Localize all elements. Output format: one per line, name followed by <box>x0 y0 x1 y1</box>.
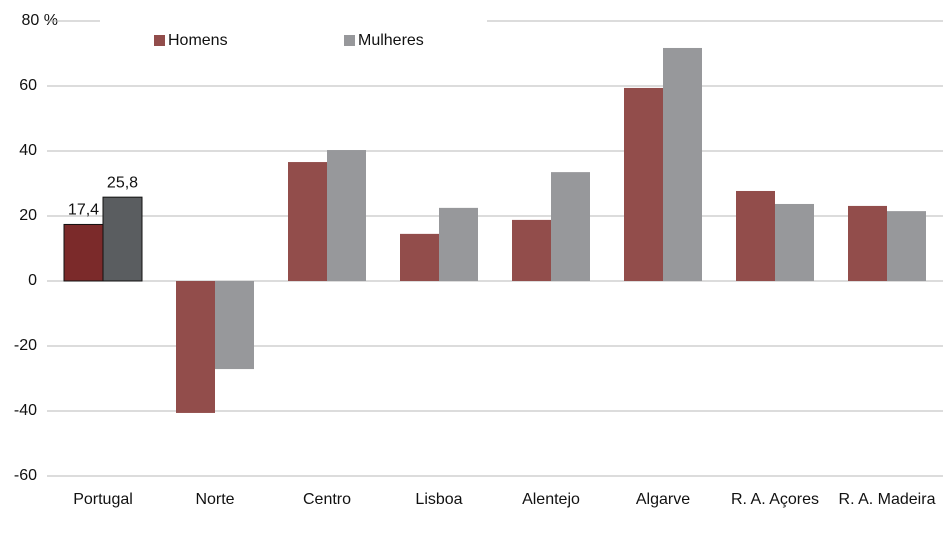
bar <box>215 281 254 370</box>
x-tick-label: R. A. Açores <box>731 491 819 508</box>
x-tick-label: Centro <box>303 491 351 508</box>
bar <box>848 205 887 281</box>
bar <box>102 196 143 282</box>
data-label: 17,4 <box>68 202 99 219</box>
bar <box>63 223 104 282</box>
legend-label: Homens <box>168 32 228 49</box>
x-tick-label: Lisboa <box>415 491 462 508</box>
bar <box>439 207 478 281</box>
bar <box>176 281 215 413</box>
y-tick-label: 20 <box>19 207 37 224</box>
bar <box>551 172 590 281</box>
legend-label: Mulheres <box>358 32 424 49</box>
bar <box>736 190 775 281</box>
y-tick-label: 80 % <box>22 12 58 29</box>
bar <box>663 47 702 281</box>
y-tick-label: -20 <box>14 337 37 354</box>
bar <box>400 233 439 281</box>
y-tick-label: 0 <box>28 272 37 289</box>
y-tick-label: 60 <box>19 77 37 94</box>
legend-background <box>100 10 487 54</box>
x-tick-label: Norte <box>195 491 234 508</box>
legend-swatch <box>154 35 165 46</box>
bar <box>512 219 551 281</box>
data-label: 25,8 <box>107 174 138 191</box>
bar <box>327 150 366 281</box>
y-tick-label: -40 <box>14 402 37 419</box>
y-tick-label: 40 <box>19 142 37 159</box>
x-tick-label: Alentejo <box>522 491 580 508</box>
x-tick-label: Algarve <box>636 491 690 508</box>
x-tick-label: Portugal <box>73 491 133 508</box>
bar <box>624 87 663 281</box>
legend-swatch <box>344 35 355 46</box>
bar <box>887 211 926 281</box>
x-tick-label: R. A. Madeira <box>839 491 936 508</box>
y-tick-label: -60 <box>14 467 37 484</box>
bar <box>288 162 327 281</box>
bar <box>775 203 814 281</box>
